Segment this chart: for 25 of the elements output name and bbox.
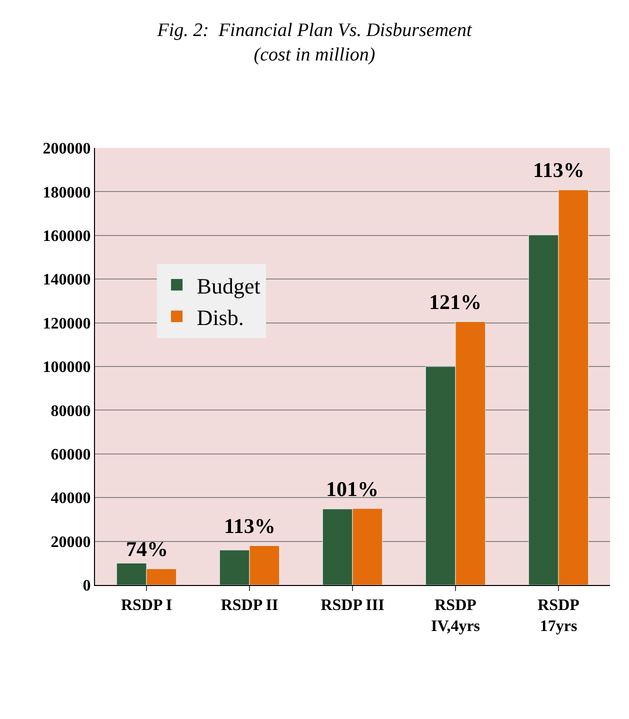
y-tick-label: 60000 xyxy=(50,446,91,464)
y-tick-label: 140000 xyxy=(42,272,91,289)
annotation: 121% xyxy=(429,290,482,314)
y-tick-label: 20000 xyxy=(50,534,91,551)
legend-label: Disb. xyxy=(196,304,244,330)
y-tick-label: 120000 xyxy=(42,315,91,332)
annotation: 113% xyxy=(224,514,276,538)
legend-label: Budget xyxy=(196,273,260,298)
x-tick-label: RSDP III xyxy=(320,597,384,614)
chart-title: Fig. 2: Financial Plan Vs. Disbursement xyxy=(156,20,472,41)
annotation: 101% xyxy=(326,477,378,501)
annotation: 74% xyxy=(126,537,168,561)
y-tick-label: 180000 xyxy=(42,184,91,202)
x-tick-label: RSDP 17yrs xyxy=(538,597,580,635)
x-tick-label: RSDP I xyxy=(120,597,172,614)
x-tick-label: RSDP IV,4yrs xyxy=(430,597,480,635)
annotation: 113% xyxy=(533,158,584,182)
y-tick-label: 80000 xyxy=(50,402,91,420)
y-tick-label: 160000 xyxy=(42,228,91,245)
y-tick-label: 40000 xyxy=(50,490,91,508)
y-tick-label: 0 xyxy=(82,578,91,595)
chart-subtitle: (cost in million) xyxy=(254,44,376,66)
y-tick-label: 100000 xyxy=(42,359,91,376)
x-tick-label: RSDP II xyxy=(220,597,278,614)
y-tick-label: 200000 xyxy=(42,140,91,158)
